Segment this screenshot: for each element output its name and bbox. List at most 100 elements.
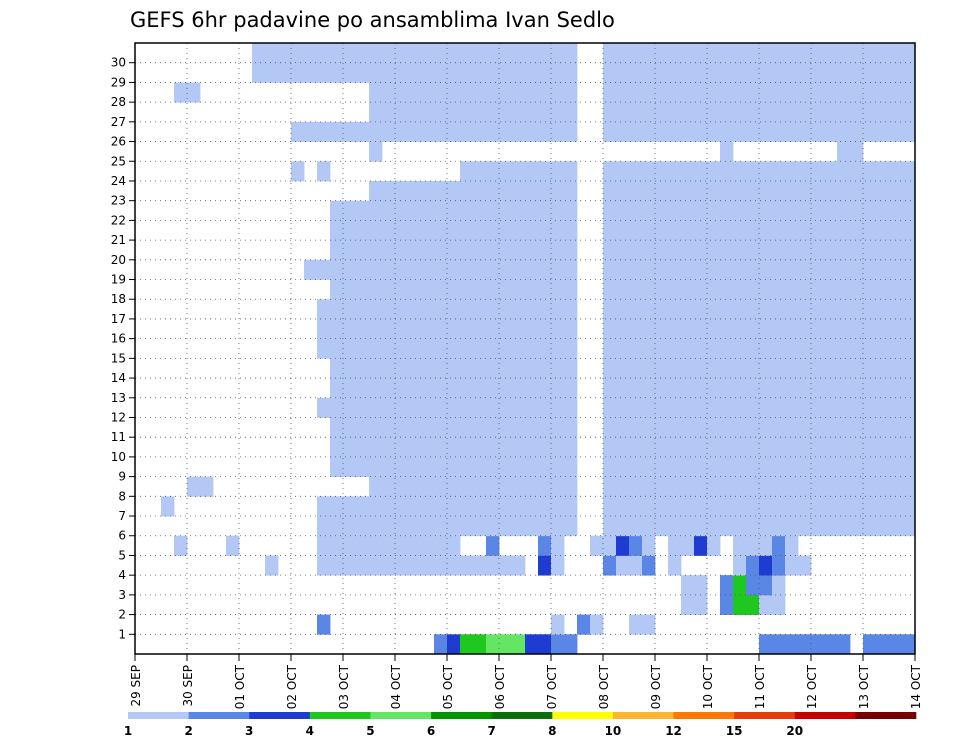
heatmap-cell <box>356 121 370 142</box>
heatmap-cell <box>317 62 331 83</box>
heatmap-cell <box>512 496 526 517</box>
heatmap-cell <box>681 43 695 64</box>
heatmap-cell <box>655 496 669 517</box>
chart-title: GEFS 6hr padavine po ansamblima Ivan Sed… <box>130 8 615 32</box>
y-tick-label: 27 <box>111 115 126 129</box>
x-tick-label: 06 OCT <box>493 664 507 709</box>
colorbar-label: 4 <box>306 724 314 738</box>
heatmap-cell <box>785 338 799 359</box>
heatmap-cell <box>499 378 513 399</box>
heatmap-cell <box>902 456 916 478</box>
heatmap-cell <box>486 200 500 221</box>
heatmap-cell <box>746 456 760 478</box>
heatmap-cell <box>395 535 409 556</box>
heatmap-cell <box>382 397 396 418</box>
heatmap-cell <box>759 338 773 359</box>
heatmap-cell <box>642 62 656 83</box>
heatmap-cell <box>668 358 682 379</box>
heatmap-cell <box>694 456 708 478</box>
heatmap-cell <box>707 338 721 359</box>
heatmap-cell <box>447 358 461 379</box>
heatmap-cell <box>525 82 539 103</box>
heatmap-cell <box>824 358 838 379</box>
heatmap-cell <box>330 240 344 261</box>
heatmap-cell <box>642 338 656 359</box>
heatmap-cell <box>499 634 513 655</box>
heatmap-cell <box>551 279 565 300</box>
heatmap-cell <box>694 516 708 537</box>
heatmap-cell <box>668 299 682 320</box>
heatmap-cell <box>512 456 526 478</box>
heatmap-cell <box>902 516 916 537</box>
heatmap-cell <box>551 614 565 635</box>
heatmap-cell <box>889 102 903 123</box>
heatmap-cell <box>512 102 526 123</box>
heatmap-cell <box>421 417 435 438</box>
heatmap-cell <box>525 161 539 182</box>
heatmap-cell <box>590 535 604 556</box>
heatmap-cell <box>408 220 422 241</box>
heatmap-cell <box>551 397 565 418</box>
heatmap-cell <box>798 62 812 83</box>
heatmap-cell <box>512 555 526 576</box>
heatmap-cell <box>395 338 409 359</box>
heatmap-cell <box>863 318 877 340</box>
heatmap-cell <box>889 220 903 241</box>
heatmap-cell <box>863 397 877 418</box>
heatmap-cell <box>863 43 877 64</box>
heatmap-cell <box>772 476 786 497</box>
heatmap-cell <box>603 121 617 142</box>
heatmap-cell <box>785 456 799 478</box>
heatmap-cell <box>889 240 903 261</box>
heatmap-cell <box>837 456 851 478</box>
heatmap-cell <box>499 43 513 64</box>
heatmap-cell <box>369 397 383 418</box>
heatmap-cell <box>759 378 773 399</box>
heatmap-cell <box>681 240 695 261</box>
heatmap-cell <box>642 535 656 556</box>
heatmap-cell <box>343 338 357 359</box>
heatmap-cell <box>525 516 539 537</box>
heatmap-cell <box>616 220 630 241</box>
heatmap-cell <box>330 279 344 300</box>
heatmap-cell <box>460 220 474 241</box>
heatmap-cell <box>538 456 552 478</box>
heatmap-cell <box>876 318 890 340</box>
heatmap-cell <box>512 318 526 340</box>
heatmap-cell <box>811 43 825 64</box>
heatmap-cell <box>551 378 565 399</box>
heatmap-cell <box>486 102 500 123</box>
heatmap-cell <box>434 82 448 103</box>
heatmap-cell <box>681 220 695 241</box>
heatmap-cell <box>538 279 552 300</box>
heatmap-cell <box>759 456 773 478</box>
heatmap-cell <box>369 259 383 280</box>
heatmap-cell <box>525 180 539 202</box>
heatmap-cell <box>408 82 422 103</box>
heatmap-cell <box>681 62 695 83</box>
heatmap-cell <box>668 516 682 537</box>
heatmap-cell <box>395 496 409 517</box>
heatmap-cell <box>655 338 669 359</box>
x-tick-label: 05 OCT <box>441 664 455 709</box>
heatmap-cell <box>629 299 643 320</box>
heatmap-cell <box>564 634 578 655</box>
heatmap-cell <box>629 535 643 556</box>
heatmap-cell <box>447 121 461 142</box>
heatmap-cell <box>629 555 643 576</box>
heatmap-cell <box>746 476 760 497</box>
heatmap-cell <box>486 259 500 280</box>
heatmap-cell <box>226 535 240 556</box>
heatmap-cell <box>824 240 838 261</box>
heatmap-cell <box>512 378 526 399</box>
heatmap-cell <box>889 397 903 418</box>
heatmap-cell <box>837 102 851 123</box>
heatmap-cell <box>642 82 656 103</box>
heatmap-cell <box>642 240 656 261</box>
heatmap-cell <box>486 378 500 399</box>
heatmap-cell <box>837 240 851 261</box>
heatmap-cell <box>525 358 539 379</box>
heatmap-cell <box>421 516 435 537</box>
heatmap-cell <box>876 378 890 399</box>
heatmap-cell <box>473 496 487 517</box>
